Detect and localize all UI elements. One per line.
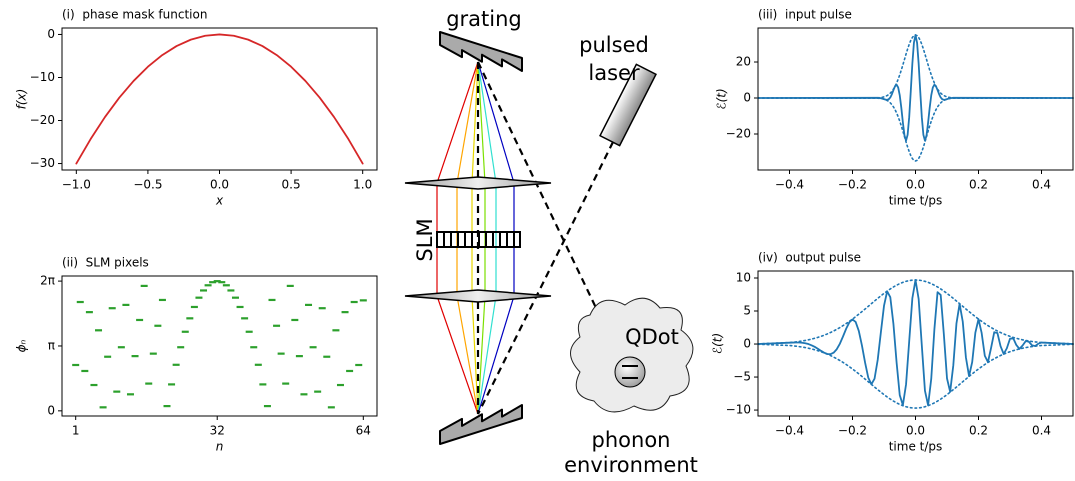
y-tick-label: −10 <box>726 403 751 417</box>
lens-bottom <box>405 290 551 302</box>
x-tick-label: −0.2 <box>838 178 867 192</box>
x-tick-label: −0.2 <box>838 424 867 438</box>
y-tick-label: 20 <box>736 55 751 69</box>
phonon-label: phonon <box>592 428 671 452</box>
data-line <box>758 280 1073 344</box>
x-tick-label: −0.4 <box>775 178 804 192</box>
data-line <box>758 280 1073 405</box>
x-tick-label: −1.0 <box>62 178 91 192</box>
y-axis-label: ϕₙ <box>15 339 29 352</box>
y-tick-label: −10 <box>30 70 55 84</box>
y-tick-label: 0 <box>743 337 751 351</box>
y-tick-label: −20 <box>726 127 751 141</box>
y-tick-label: 10 <box>736 270 751 284</box>
phonon-label: environment <box>564 453 698 477</box>
lens-top <box>405 177 551 189</box>
axes-frame <box>62 276 377 416</box>
panel-title: (ii) SLM pixels <box>62 256 149 270</box>
y-tick-label: 0 <box>743 91 751 105</box>
panel: −20 0 20 −0.4 −0.2 0.0 0.2 0.4 (iii) input pulse… <box>715 8 1074 208</box>
qdot <box>615 357 645 387</box>
slm-pixels <box>444 232 514 247</box>
panel: 0 π 2π 1 32 64 (ii) SLM pixels n ϕₙ <box>15 256 378 454</box>
figure: grating pulsed laser SLM QDot phonon env… <box>0 0 1075 481</box>
x-tick-label: 0.4 <box>1032 178 1051 192</box>
panel: −10 −5 0 5 10 −0.4 −0.2 0.0 0.2 0.4 (iv) output pu… <box>711 251 1074 454</box>
grating-bottom <box>440 405 522 444</box>
y-tick-label: −5 <box>733 370 751 384</box>
panel-title: (iv) output pulse <box>758 251 861 265</box>
y-axis-label: ℰ(t) <box>711 333 725 354</box>
x-axis-label: time t/ps <box>889 194 943 208</box>
y-tick-label: 0 <box>47 403 55 417</box>
grating-label: grating <box>446 7 522 31</box>
data-line <box>758 35 1073 141</box>
panel: 0 −10 −20 −30 −1.0 −0.5 0.0 0.5 1.0 (i) phase mas… <box>15 8 378 208</box>
x-axis-label: n <box>216 440 224 454</box>
x-tick-label: 0.0 <box>210 178 229 192</box>
x-tick-label: 0.5 <box>282 178 301 192</box>
x-tick-label: 0.4 <box>1032 424 1051 438</box>
x-tick-label: 0.2 <box>969 424 988 438</box>
y-tick-label: 5 <box>743 304 751 318</box>
slm-label: SLM <box>413 218 437 261</box>
data-line <box>758 98 1073 161</box>
laser-label: pulsed <box>579 33 649 57</box>
panel-title: (i) phase mask function <box>62 8 207 22</box>
y-tick-label: −20 <box>30 113 55 127</box>
setup-diagram: grating pulsed laser SLM QDot phonon env… <box>405 7 698 477</box>
x-tick-label: 1 <box>72 424 80 438</box>
y-tick-label: 2π <box>40 274 55 288</box>
data-line <box>76 34 362 163</box>
x-tick-label: 32 <box>210 424 225 438</box>
x-tick-label: 0.2 <box>969 178 988 192</box>
x-tick-label: 1.0 <box>353 178 372 192</box>
y-tick-label: −30 <box>30 156 55 170</box>
axes-frame <box>62 28 377 170</box>
data-line <box>758 344 1073 408</box>
y-tick-label: π <box>48 338 55 352</box>
axes-frame <box>758 28 1073 170</box>
grating-top <box>440 32 522 71</box>
x-tick-label: −0.5 <box>133 178 162 192</box>
x-tick-label: 0.0 <box>906 424 925 438</box>
x-axis-label: time t/ps <box>889 440 943 454</box>
y-axis-label: f(x) <box>15 89 29 110</box>
qdot-label: QDot <box>625 325 679 349</box>
y-tick-label: 0 <box>47 27 55 41</box>
x-tick-label: −0.4 <box>775 424 804 438</box>
data-line <box>758 35 1073 98</box>
x-axis-label: x <box>215 194 224 208</box>
y-axis-label: ℰ(t) <box>715 88 729 109</box>
x-tick-label: 0.0 <box>906 178 925 192</box>
x-tick-label: 64 <box>356 424 371 438</box>
laser-label: laser <box>588 61 640 85</box>
phonon-environment <box>571 298 693 412</box>
panel-title: (iii) input pulse <box>758 8 852 22</box>
slm <box>437 232 520 247</box>
